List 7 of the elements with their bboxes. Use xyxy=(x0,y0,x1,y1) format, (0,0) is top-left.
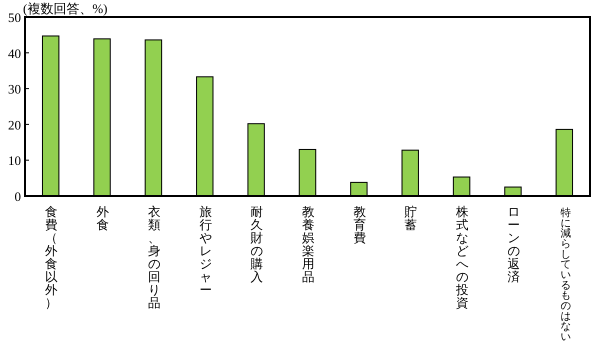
y-tick-label: 0 xyxy=(14,189,21,204)
y-tick-label: 20 xyxy=(8,117,21,132)
chart-title: (複数回答、%) xyxy=(23,1,108,16)
y-tick-label: 30 xyxy=(8,82,21,97)
y-tick-label: 40 xyxy=(8,46,21,61)
y-tick-label: 10 xyxy=(8,153,21,168)
y-tick-label: 50 xyxy=(8,10,21,25)
